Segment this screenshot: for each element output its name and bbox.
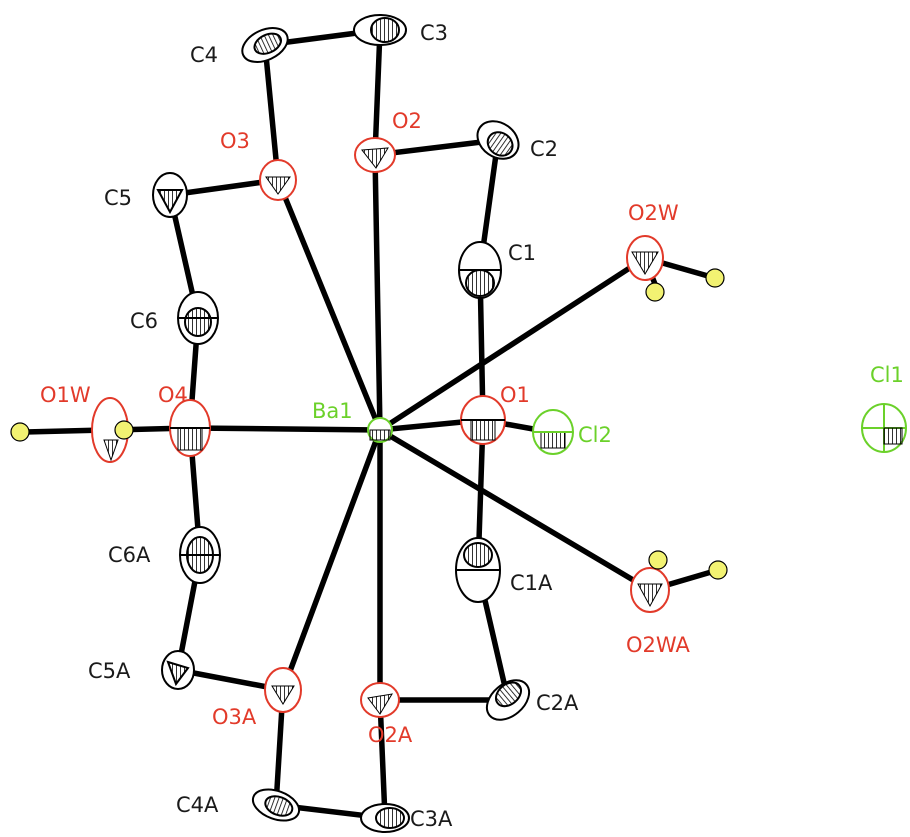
label-c6a: C6A: [108, 543, 151, 567]
bond-ba1-o2wa: [377, 427, 653, 593]
atom-h-o2wa-1: [708, 560, 728, 580]
atom-o3: [259, 159, 297, 201]
label-c6: C6: [130, 309, 158, 333]
bond-ba1-o3: [275, 177, 383, 433]
label-o2a: O2A: [368, 723, 413, 747]
atom-h-o2wa-2: [648, 550, 668, 570]
atom-h-o2w-2: [645, 282, 665, 302]
atom-h-o1w-inner: [114, 420, 134, 440]
atom-labels: C4 C3 O3 O2 C2 C5 O2W C1 C6 O1W O4 Ba1 O…: [40, 21, 904, 831]
bond-ba1-o2: [372, 152, 383, 433]
atom-c2a: [485, 679, 531, 721]
atom-h-o1w-outer: [10, 422, 30, 442]
atom-o3a: [264, 667, 302, 713]
label-ba1: Ba1: [312, 399, 353, 423]
label-o1w: O1W: [40, 383, 91, 407]
atom-cl2: [532, 409, 574, 455]
atom-o2a: [360, 682, 400, 718]
atom-cl1: [861, 403, 907, 453]
label-c1: C1: [508, 241, 536, 265]
atom-o4: [169, 399, 211, 457]
atom-c3a: [360, 803, 410, 833]
atom-o2: [354, 137, 396, 173]
atom-o2wa: [630, 567, 670, 613]
atom-c6: [177, 291, 219, 345]
atom-o1: [460, 395, 506, 445]
atom-c6a: [179, 526, 221, 584]
atom-ba1: [367, 417, 393, 443]
bond-o2-c3: [372, 27, 383, 158]
atom-h-o2w-1: [705, 268, 725, 288]
atom-c1a: [455, 537, 501, 603]
label-o4: O4: [158, 383, 188, 407]
atom-o1w: [91, 397, 129, 463]
label-o2: O2: [392, 109, 422, 133]
label-o1: O1: [500, 383, 530, 407]
label-c5a: C5A: [88, 659, 131, 683]
label-o2w: O2W: [628, 201, 679, 225]
label-c2: C2: [530, 137, 558, 161]
atom-c5: [152, 172, 188, 218]
atom-c5a: [161, 650, 195, 690]
bond-ba1-o4: [187, 425, 383, 433]
label-o2wa: O2WA: [626, 633, 691, 657]
bond-c4-o3: [262, 42, 281, 183]
atom-c4: [241, 27, 289, 63]
label-c4a: C4A: [176, 793, 219, 817]
bond-c3a-o2a: [377, 697, 388, 821]
label-o3: O3: [220, 129, 250, 153]
atom-c3: [353, 14, 407, 46]
atom-c1: [458, 241, 502, 299]
atoms: [10, 14, 907, 833]
atom-o2w: [626, 235, 664, 281]
label-cl1: Cl1: [870, 363, 904, 387]
label-c4: C4: [190, 43, 218, 67]
label-c1a: C1A: [510, 571, 553, 595]
hydrogens: [10, 268, 728, 580]
label-c3a: C3A: [410, 807, 453, 831]
label-o3a: O3A: [212, 705, 257, 729]
label-c3: C3: [420, 21, 448, 45]
label-c5: C5: [104, 186, 132, 210]
bond-ba1-o2w: [377, 255, 648, 433]
atom-c2: [476, 120, 520, 160]
atom-c4a: [251, 788, 301, 822]
label-cl2: Cl2: [578, 423, 612, 447]
label-c2a: C2A: [536, 691, 579, 715]
bond-ba1-o3a: [280, 427, 383, 693]
